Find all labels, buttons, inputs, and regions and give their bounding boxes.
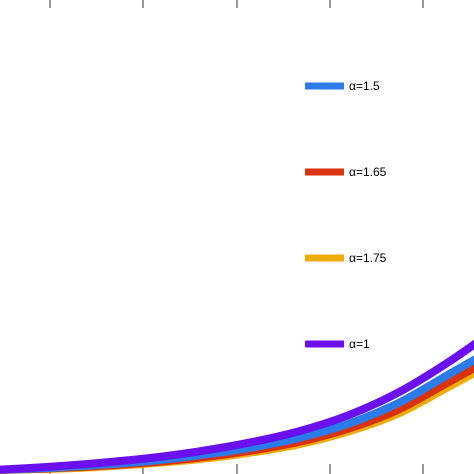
legend-label-3: α=1.75 bbox=[349, 251, 387, 265]
series-line-4 bbox=[0, 339, 474, 474]
legend: α=1.5 α=1.65 α=1.75 α=1 bbox=[305, 79, 387, 351]
legend-label-4: α=1 bbox=[349, 337, 370, 351]
series-lines bbox=[0, 339, 474, 474]
legend-label-1: α=1.5 bbox=[349, 79, 380, 93]
legend-label-2: α=1.65 bbox=[349, 165, 387, 179]
